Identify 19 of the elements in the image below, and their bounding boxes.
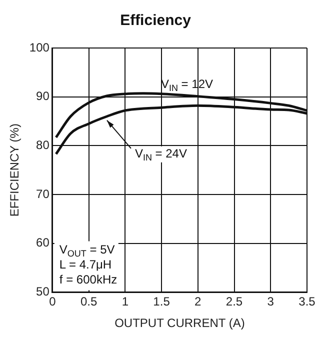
x-tick-label: 2.5 (226, 294, 243, 309)
x-tick-label: 0.5 (80, 294, 98, 309)
x-tick-label: 0 (49, 294, 56, 309)
y-axis-title: EFFICIENCY (%) (8, 124, 22, 217)
x-tick-label: 1.5 (153, 294, 170, 309)
x-tick-label: 3.5 (298, 294, 316, 309)
x-tick-label: 3 (267, 294, 274, 309)
y-tick-label: 60 (36, 236, 50, 250)
annotation: f = 600kHz (59, 272, 118, 287)
chart-title: Efficiency (120, 12, 192, 30)
annotation: L = 4.7μH (59, 258, 112, 272)
y-tick-label: 50 (36, 284, 50, 299)
y-tick-label: 80 (36, 138, 50, 152)
x-axis-title: OUTPUT CURRENT (A) (114, 316, 245, 330)
x-tick-label: 2 (194, 294, 202, 309)
y-tick-label: 100 (29, 40, 50, 54)
y-tick-label: 90 (36, 89, 50, 104)
x-tick-label: 1 (122, 294, 129, 309)
y-tick-label: 70 (36, 186, 50, 201)
